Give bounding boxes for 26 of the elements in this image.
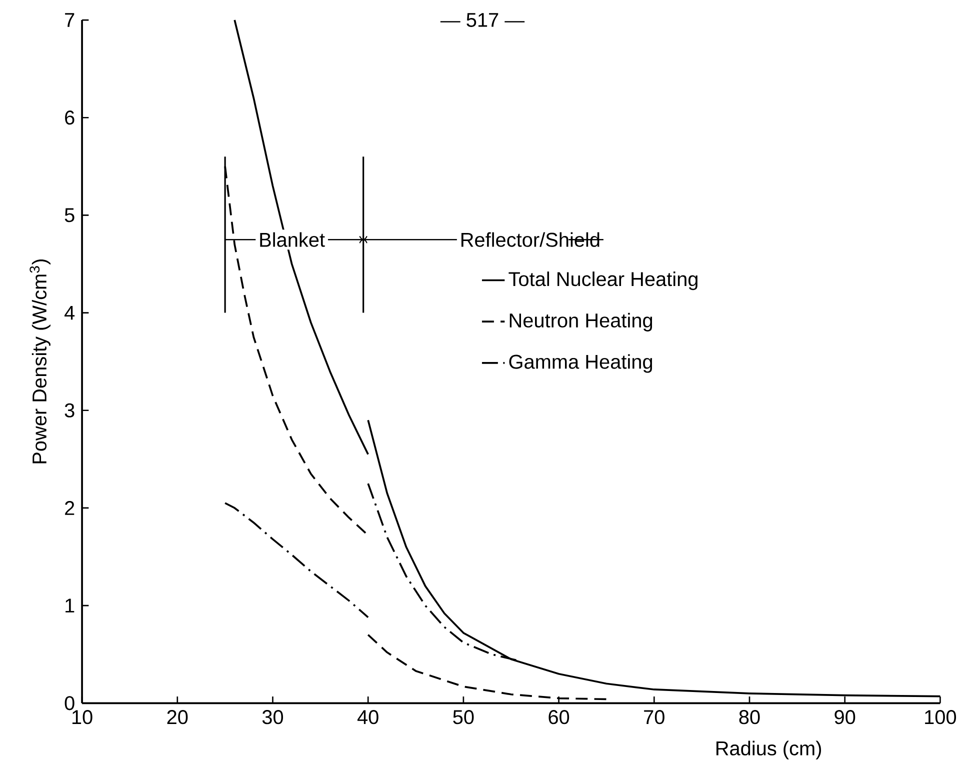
x-tick-label: 60 <box>548 710 570 724</box>
x-tick-label: 90 <box>834 710 856 724</box>
annotation: — 517 — <box>440 13 525 27</box>
annotation: Reflector/Shield <box>461 232 600 247</box>
x-axis-title: Radius (cm) <box>716 740 821 760</box>
y-tick-label: 5 <box>64 208 74 222</box>
annotation: Blanket <box>260 232 325 247</box>
legend-label: Neutron Heating <box>510 312 652 332</box>
x-tick-label: 100 <box>925 710 956 724</box>
y-tick-label: 4 <box>64 306 75 320</box>
x-tick-label: 20 <box>167 710 188 724</box>
legend-label: Gamma Heating <box>509 354 652 373</box>
y-tick-label: 3 <box>64 403 74 418</box>
legend-label: Total Nuclear Heating <box>508 271 698 290</box>
y-axis-title: Power Density (W/cm$^{3}$) <box>30 259 50 464</box>
x-tick-label: 50 <box>453 710 474 724</box>
x-tick-label: 80 <box>739 710 760 724</box>
y-tick-label: 1 <box>66 598 74 612</box>
y-tick-label: 2 <box>65 500 74 515</box>
x-tick-label: 30 <box>262 710 284 724</box>
x-tick-label: 70 <box>644 710 664 724</box>
y-tick-label: 6 <box>65 110 74 125</box>
x-tick-label: 10 <box>72 710 92 724</box>
y-tick-label: 7 <box>65 13 74 27</box>
x-tick-label: 40 <box>357 710 378 724</box>
y-tick-label: 0 <box>64 696 74 710</box>
